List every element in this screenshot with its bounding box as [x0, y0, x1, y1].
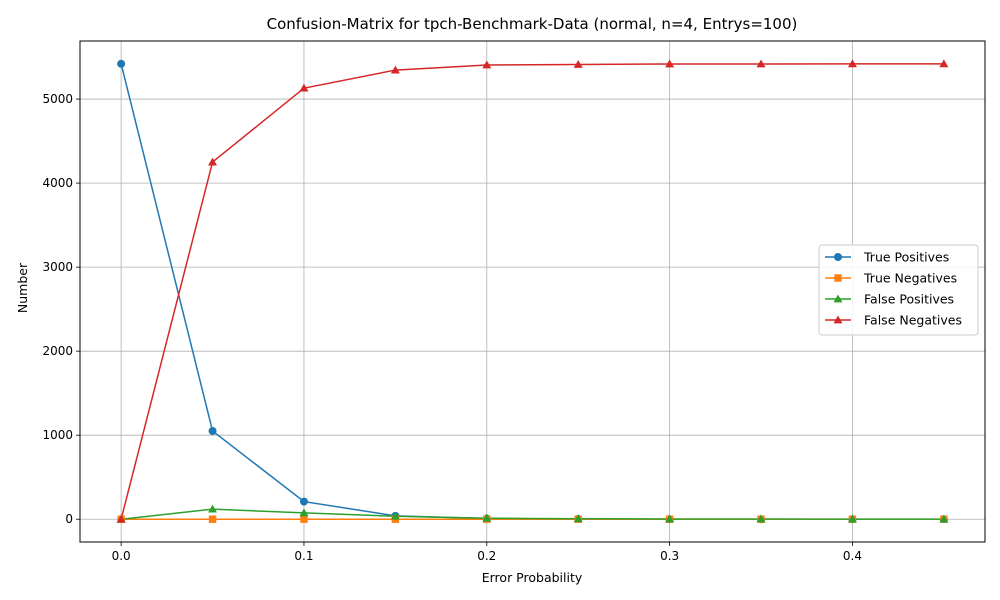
- gridlines: [80, 41, 985, 542]
- x-tick-label: 0.4: [843, 549, 862, 563]
- data-point-false-negatives: [208, 157, 218, 166]
- x-tick-label: 0.1: [294, 549, 313, 563]
- data-point-false-positives: [573, 514, 583, 523]
- x-tick-label: 0.2: [477, 549, 496, 563]
- plot-frame: [79, 40, 986, 543]
- data-point-false-positives: [482, 513, 492, 522]
- y-tick-label: 5000: [42, 92, 73, 106]
- data-point-false-positives: [208, 504, 218, 513]
- legend-label-false-positives: False Positives: [864, 292, 954, 307]
- y-tick-label: 4000: [42, 176, 73, 190]
- x-tick-label: 0.3: [660, 549, 679, 563]
- data-point-false-positives: [847, 514, 857, 523]
- legend-marker-true-positives: [834, 253, 842, 261]
- x-axis-ticks: 0.0 0.1 0.2 0.3 0.4: [112, 542, 862, 563]
- y-tick-label: 3000: [42, 260, 73, 274]
- data-point-false-negatives: [939, 59, 949, 68]
- y-tick-label: 1000: [42, 428, 73, 442]
- x-tick-label: 0.0: [112, 549, 131, 563]
- data-point-false-negatives: [116, 514, 126, 523]
- legend-label-true-positives: True Positives: [863, 250, 949, 265]
- legend-label-true-negatives: True Negatives: [863, 271, 957, 286]
- data-point-false-negatives: [573, 59, 583, 68]
- series-line-false-positives: [121, 508, 944, 520]
- y-tick-label: 2000: [42, 344, 73, 358]
- data-point-false-positives: [390, 511, 400, 520]
- data-point-false-negatives: [665, 59, 675, 68]
- data-point-false-negatives: [390, 65, 400, 74]
- y-axis-label: Number: [15, 262, 30, 313]
- legend-box: [818, 244, 979, 336]
- data-point-false-negatives: [847, 59, 857, 68]
- data-point-false-positives: [756, 514, 766, 523]
- data-point-false-negatives: [756, 59, 766, 68]
- legend-label-false-negatives: False Negatives: [864, 313, 962, 328]
- data-point-true-negatives: [208, 515, 217, 523]
- data-point-true-positives: [208, 426, 217, 435]
- legend-marker-true-negatives: [834, 274, 842, 282]
- data-point-true-positives: [117, 59, 126, 68]
- series-line-false-negatives: [120, 63, 944, 520]
- legend: True Positives True Negatives False Positi…: [818, 244, 979, 336]
- y-axis-ticks: 0 1000 2000 3000 4000 5000: [42, 92, 80, 526]
- data-point-true-negatives: [300, 515, 308, 523]
- legend-marker-false-positives: [833, 294, 843, 303]
- data-point-false-positives: [299, 508, 309, 517]
- data-point-false-negatives: [299, 83, 309, 92]
- series-markers: [116, 59, 949, 524]
- data-point-false-positives: [665, 514, 675, 523]
- series-lines: [120, 63, 944, 520]
- y-tick-label: 0: [65, 512, 73, 526]
- data-point-false-positives: [939, 514, 949, 523]
- data-point-false-negatives: [482, 60, 492, 69]
- chart-title: Confusion-Matrix for tpch-Benchmark-Data…: [267, 15, 798, 33]
- x-axis-label: Error Probability: [482, 570, 583, 585]
- legend-marker-false-negatives: [833, 315, 843, 324]
- data-point-true-positives: [299, 497, 308, 506]
